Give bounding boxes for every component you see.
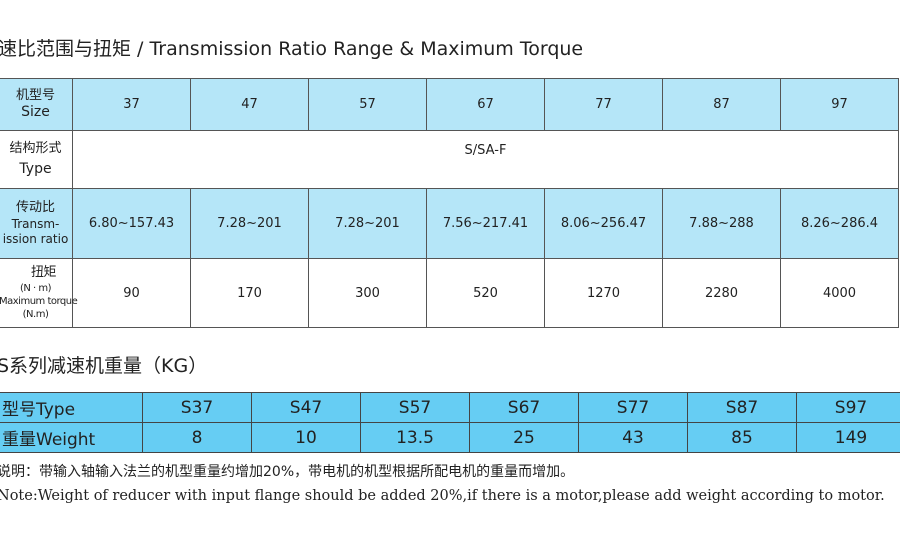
weight-cell: 25 bbox=[469, 422, 579, 453]
ratio-row: 传动比 Transm-ission ratio 6.80~157.43 7.28~… bbox=[0, 188, 899, 259]
type-label-cn: 结构形式 bbox=[9, 140, 62, 156]
torque-cell: 1270 bbox=[544, 258, 663, 328]
weight-table: 型号Type S37 S47 S57 S67 S77 S87 S97 重量Wei… bbox=[0, 392, 900, 453]
ratio-cell: 8.26~286.4 bbox=[780, 188, 899, 259]
torque-cell: 4000 bbox=[780, 258, 899, 328]
size-cell: 37 bbox=[72, 78, 191, 131]
ratio-label: 传动比 Transm-ission ratio bbox=[0, 188, 73, 259]
torque-cell: 170 bbox=[190, 258, 309, 328]
weight-cell: 13.5 bbox=[360, 422, 470, 453]
weight-cell: 43 bbox=[578, 422, 688, 453]
torque-cell: 90 bbox=[72, 258, 191, 328]
torque-label: 扭矩 (N · m) Maximum torque (N.m) bbox=[0, 258, 78, 328]
size-label-cn: 机型号 bbox=[15, 87, 55, 103]
note-en: Note:Weight of reducer with input flange… bbox=[0, 488, 885, 504]
weight-cell: 10 bbox=[251, 422, 361, 453]
size-cell: 57 bbox=[308, 78, 427, 131]
ratio-label-en2: ission ratio bbox=[2, 231, 69, 246]
torque-cell: 520 bbox=[426, 258, 545, 328]
note-cn: 说明：带输入轴输入法兰的机型重量约增加20%，带电机的机型根据所配电机的重量而增… bbox=[0, 464, 575, 480]
type-cell: S77 bbox=[578, 392, 688, 423]
ratio-label-en1: Transm- bbox=[11, 216, 60, 231]
size-label: 机型号 Size bbox=[0, 78, 73, 131]
weight-cell: 8 bbox=[142, 422, 252, 453]
torque-row: 扭矩 (N · m) Maximum torque (N.m) 90 170 300 … bbox=[0, 258, 899, 328]
ratio-table-title: 速比范围与扭矩 / Transmission Ratio Range & Max… bbox=[0, 38, 584, 60]
torque-label-cn: 扭矩 bbox=[30, 265, 57, 281]
size-label-en: Size bbox=[21, 103, 50, 120]
weight-table-title: S系列减速机重量（KG） bbox=[0, 355, 208, 377]
weight-label: 重量Weight bbox=[0, 422, 143, 453]
size-cell: 97 bbox=[780, 78, 899, 131]
size-row: 机型号 Size 37 47 57 67 77 87 97 bbox=[0, 78, 899, 131]
size-cell: 67 bbox=[426, 78, 545, 131]
type-cell: S87 bbox=[687, 392, 797, 423]
weight-cell: 149 bbox=[796, 422, 900, 453]
size-cell: 47 bbox=[190, 78, 309, 131]
size-cell: 87 bbox=[662, 78, 781, 131]
weight-row: 重量Weight 8 10 13.5 25 43 85 149 bbox=[0, 422, 900, 453]
weight-cell: 85 bbox=[687, 422, 797, 453]
type-cell: S57 bbox=[360, 392, 470, 423]
ratio-cell: 6.80~157.43 bbox=[72, 188, 191, 259]
type-label-en: Type bbox=[19, 160, 52, 177]
type-row: 结构形式 Type S/SA-F bbox=[0, 130, 899, 189]
torque-cell: 2280 bbox=[662, 258, 781, 328]
size-cell: 77 bbox=[544, 78, 663, 131]
ratio-cell: 7.28~201 bbox=[308, 188, 427, 259]
ratio-cell: 7.28~201 bbox=[190, 188, 309, 259]
type-cell: S67 bbox=[469, 392, 579, 423]
weight-type-row: 型号Type S37 S47 S57 S67 S77 S87 S97 bbox=[0, 392, 900, 423]
torque-cell: 300 bbox=[308, 258, 427, 328]
torque-label-unit-en: (N.m) bbox=[22, 308, 49, 320]
type-label: 型号Type bbox=[0, 392, 143, 423]
ratio-cell: 7.56~217.41 bbox=[426, 188, 545, 259]
ratio-cell: 8.06~256.47 bbox=[544, 188, 663, 259]
type-cell: S37 bbox=[142, 392, 252, 423]
type-label: 结构形式 Type bbox=[0, 130, 73, 189]
torque-label-en: Maximum torque bbox=[0, 295, 78, 307]
torque-label-unit: (N · m) bbox=[19, 282, 52, 294]
type-value: S/SA-F bbox=[72, 130, 899, 189]
type-cell: S97 bbox=[796, 392, 900, 423]
ratio-label-cn: 传动比 bbox=[15, 200, 55, 216]
type-cell: S47 bbox=[251, 392, 361, 423]
ratio-torque-table: 机型号 Size 37 47 57 67 77 87 97 结构形式 Type S/… bbox=[0, 78, 899, 328]
ratio-cell: 7.88~288 bbox=[662, 188, 781, 259]
